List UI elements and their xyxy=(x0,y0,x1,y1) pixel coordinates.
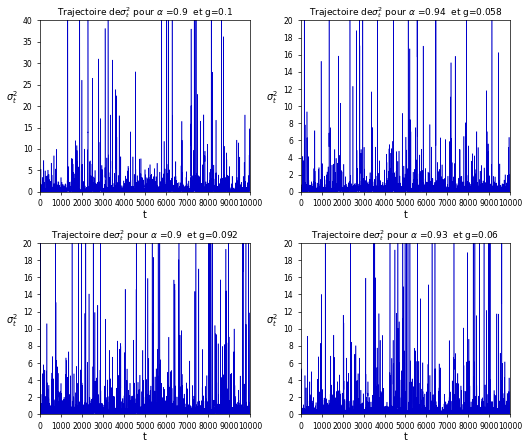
Title: Trajectoire de$\sigma^2_t$ pour $\alpha$ =0.9  et g=0.1: Trajectoire de$\sigma^2_t$ pour $\alpha$… xyxy=(57,5,233,21)
Y-axis label: $\sigma^2_t$: $\sigma^2_t$ xyxy=(6,312,18,329)
X-axis label: t: t xyxy=(403,432,408,443)
X-axis label: t: t xyxy=(143,432,147,443)
Y-axis label: $\sigma^2_t$: $\sigma^2_t$ xyxy=(6,89,18,106)
Title: Trajectoire de$\sigma^2_t$ pour $\alpha$ =0.9  et g=0.092: Trajectoire de$\sigma^2_t$ pour $\alpha$… xyxy=(51,228,239,243)
X-axis label: t: t xyxy=(403,210,408,220)
X-axis label: t: t xyxy=(143,210,147,220)
Title: Trajectoire de$\sigma^2_t$ pour $\alpha$ =0.94  et g=0.058: Trajectoire de$\sigma^2_t$ pour $\alpha$… xyxy=(308,5,502,21)
Y-axis label: $\sigma^2_t$: $\sigma^2_t$ xyxy=(266,312,278,329)
Title: Trajectoire de$\sigma^2_t$ pour $\alpha$ =0.93  et g=0.06: Trajectoire de$\sigma^2_t$ pour $\alpha$… xyxy=(312,228,499,243)
Y-axis label: $\sigma^2_t$: $\sigma^2_t$ xyxy=(266,89,278,106)
